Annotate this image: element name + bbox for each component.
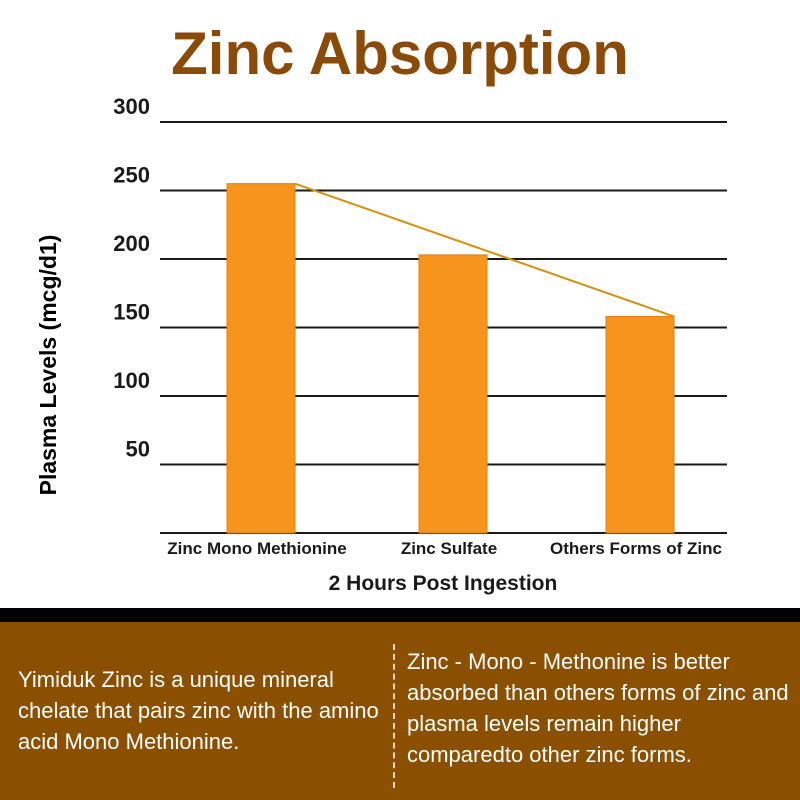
chart-title: Zinc Absorption bbox=[171, 20, 629, 87]
bar bbox=[418, 254, 488, 534]
info-right-text: Zinc - Mono - Methonine is better absorb… bbox=[407, 649, 789, 767]
y-tick-label: 150 bbox=[113, 300, 150, 325]
x-axis-categories: Zinc Mono Methionine Zinc Sulfate Others F… bbox=[167, 539, 722, 558]
trend-line bbox=[294, 182, 675, 318]
y-tick-label: 50 bbox=[126, 437, 150, 462]
y-tick-label: 100 bbox=[113, 368, 150, 393]
y-axis-label: Plasma Levels (mcg/d1) bbox=[35, 235, 61, 496]
x-axis-label: 2 Hours Post Ingestion bbox=[329, 572, 558, 595]
info-left-text: Yimiduk Zinc is a unique mineral chelate… bbox=[18, 667, 379, 754]
x-category-label: Others Forms of Zinc bbox=[550, 539, 722, 558]
y-tick-label: 200 bbox=[113, 231, 150, 256]
info-panel-inner: Yimiduk Zinc is a unique mineral chelate… bbox=[0, 622, 800, 800]
y-axis-ticks: 50 100 150 200 250 300 bbox=[113, 94, 150, 462]
trend-line-layer bbox=[294, 182, 675, 318]
y-tick-label: 300 bbox=[113, 94, 150, 119]
x-category-label: Zinc Sulfate bbox=[401, 539, 497, 558]
x-category-label: Zinc Mono Methionine bbox=[167, 539, 346, 558]
bars bbox=[226, 183, 675, 534]
y-tick-label: 250 bbox=[113, 163, 150, 188]
bar bbox=[226, 183, 296, 534]
chart-area: 50 100 150 200 250 300 Zinc Mono Methionine Zi… bbox=[0, 90, 800, 610]
panel-divider bbox=[393, 644, 395, 788]
info-panel: Yimiduk Zinc is a unique mineral chelate… bbox=[0, 608, 800, 800]
bar bbox=[605, 316, 675, 534]
